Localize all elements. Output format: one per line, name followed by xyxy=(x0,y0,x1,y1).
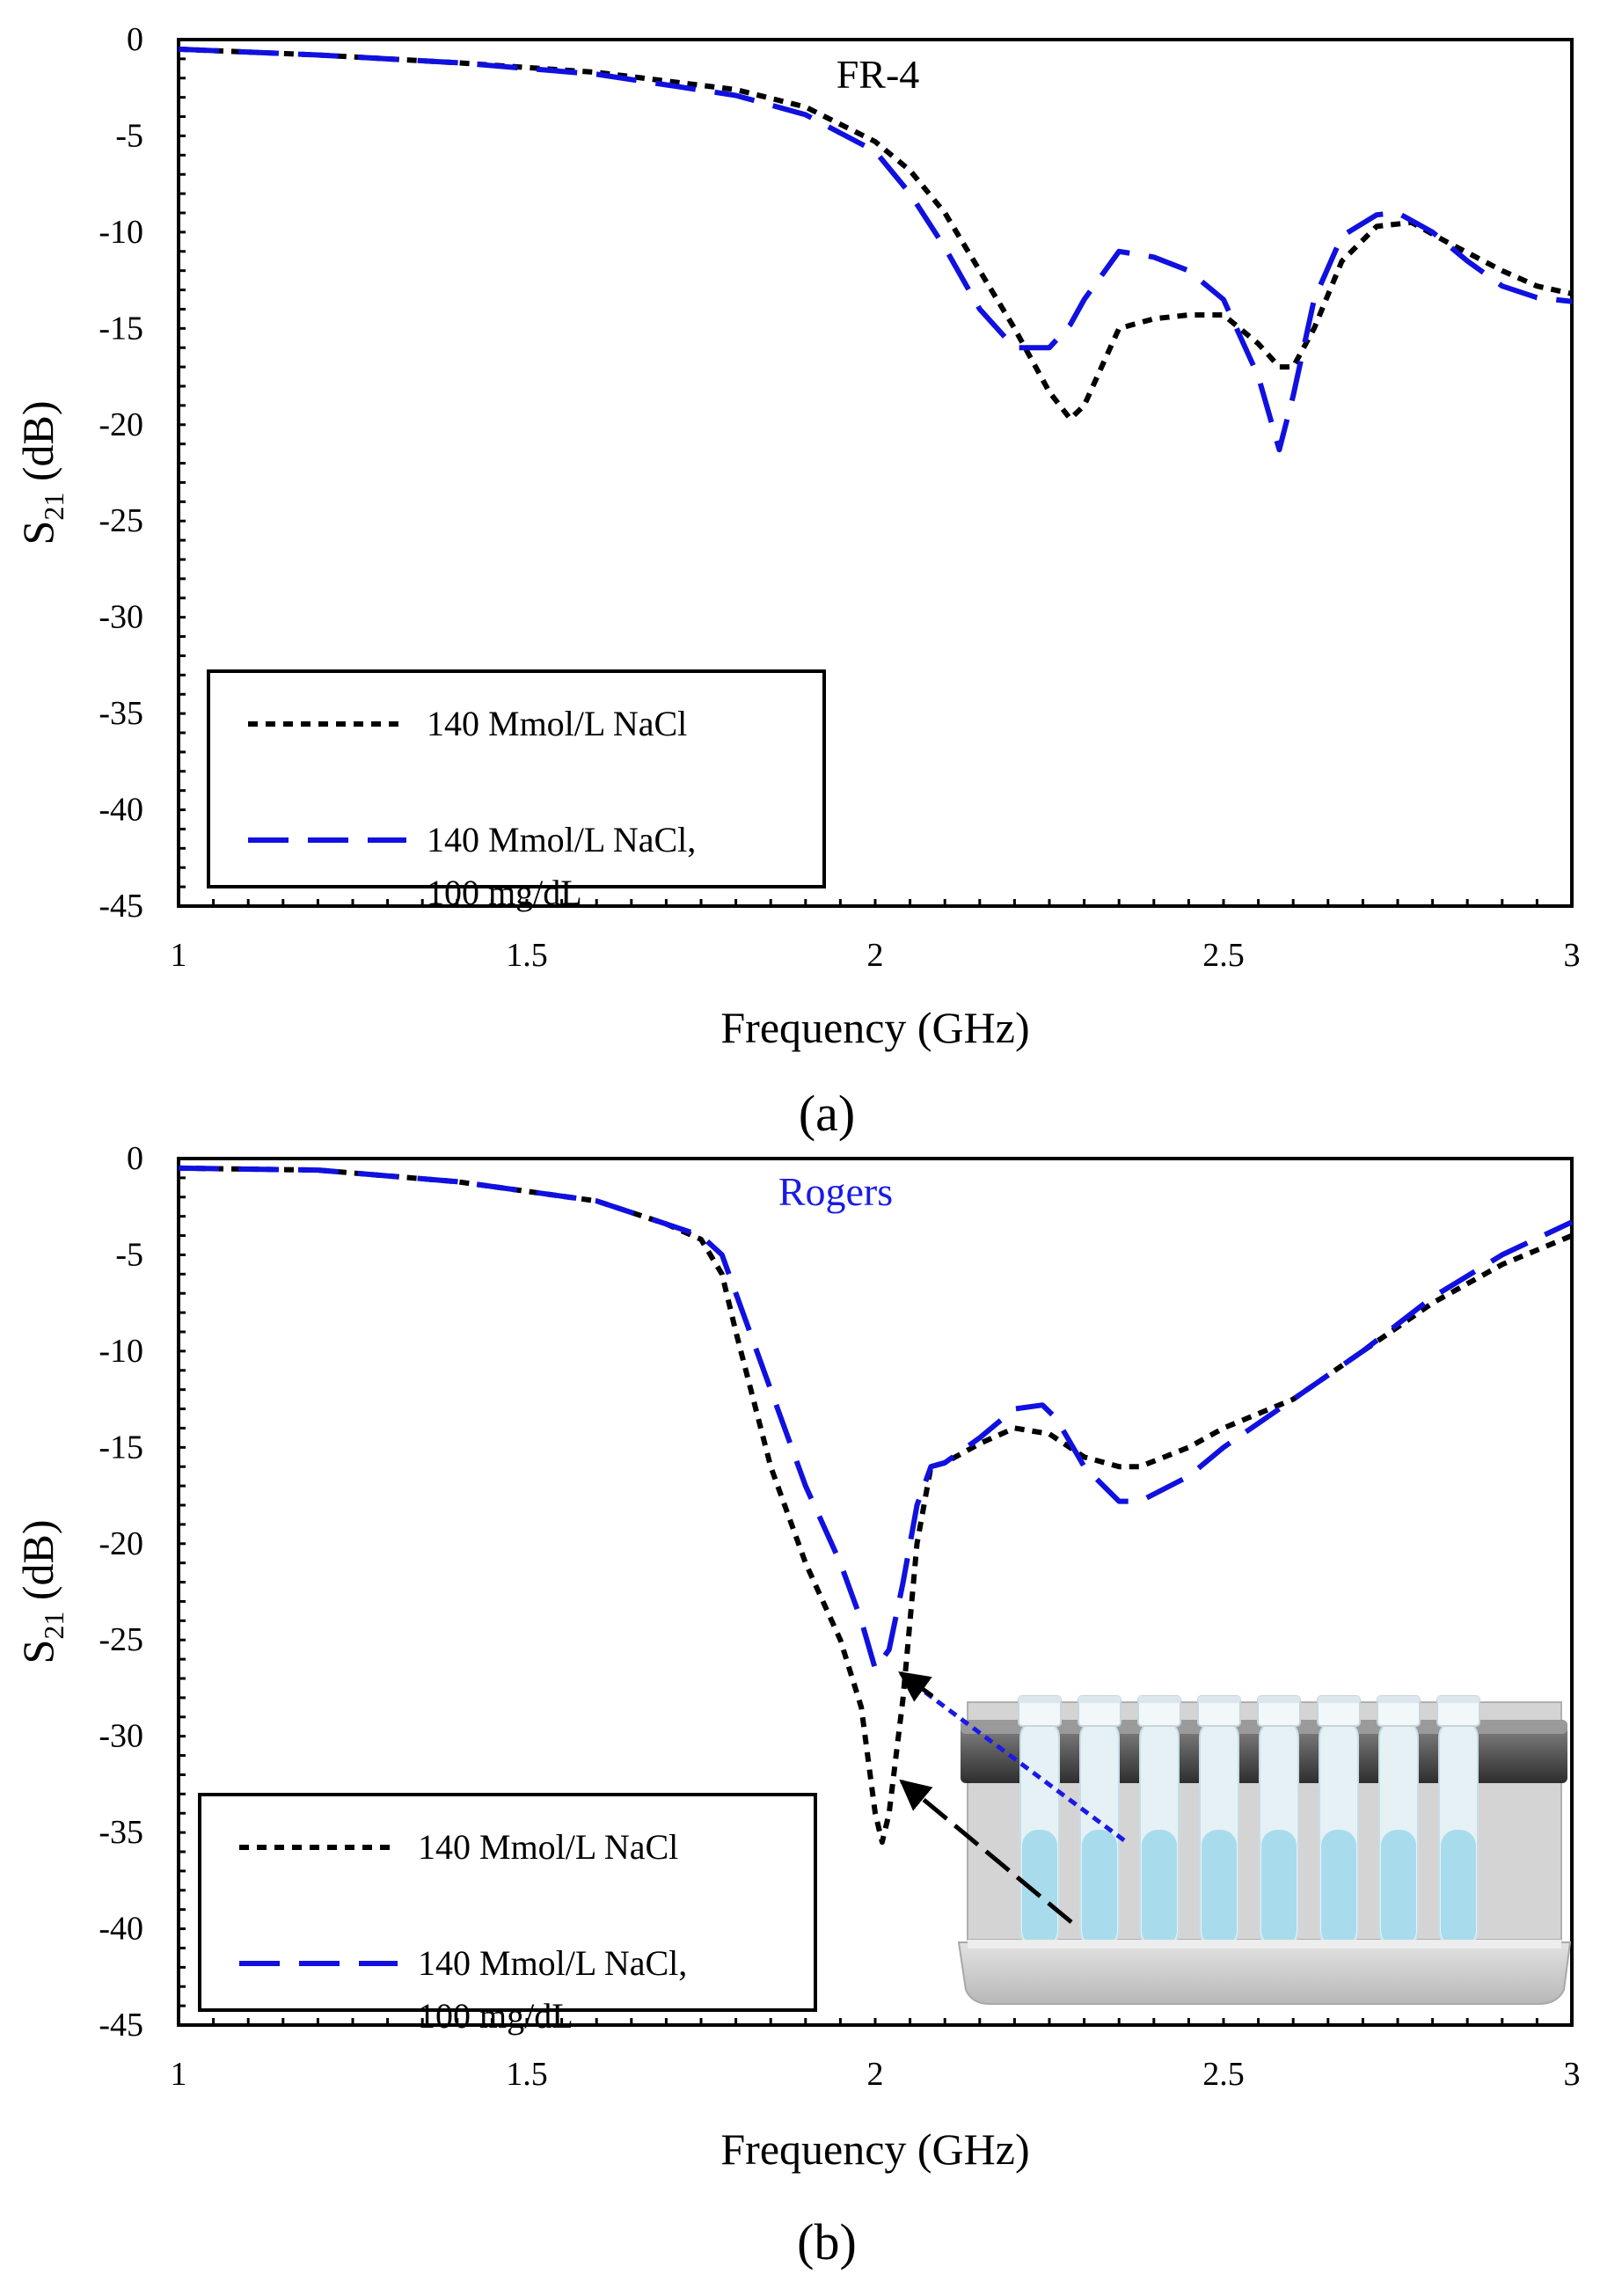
tube-liquid xyxy=(1202,1830,1237,1947)
y-tick-label: -15 xyxy=(99,310,143,347)
tube-liquid xyxy=(1082,1830,1117,1947)
substrate-annotation: FR-4 xyxy=(837,52,920,97)
y-tick-label: -40 xyxy=(99,792,143,829)
y-tick-label: -45 xyxy=(99,888,143,925)
series-line-nacl-glucose xyxy=(178,46,1573,453)
legend-label: 100 mg/dL xyxy=(418,1996,574,2036)
tube-cap-rim xyxy=(1318,1696,1360,1703)
series-line-nacl-glucose xyxy=(178,1165,1574,1672)
tube-liquid xyxy=(1142,1830,1177,1947)
legend-label: 140 Mmol/L NaCl, xyxy=(427,820,696,859)
y-tick-label: -20 xyxy=(99,1525,143,1562)
tube-cap-rim xyxy=(1437,1696,1479,1703)
y-tick-label: -45 xyxy=(99,2007,143,2044)
arrow-to-glucose-minimum-shaft xyxy=(902,1674,1126,1843)
y-axis-label: S21 (dB) xyxy=(13,1520,69,1664)
legend-label: 100 mg/dL xyxy=(427,873,582,912)
tube-liquid xyxy=(1261,1830,1297,1947)
x-tick-label: 2.5 xyxy=(1202,937,1245,974)
x-tick-label: 3 xyxy=(1564,2056,1581,2093)
plot-frame xyxy=(177,38,1574,908)
legend-box xyxy=(198,1793,817,2012)
y-tick-label: -25 xyxy=(99,1621,143,1658)
chart-panel-a: 0 -5 -10 -15 -20 -25 -30 -35 -40 -45 1 1.5 2 2.5 3 Freq… xyxy=(13,21,1581,1142)
tube-liquid xyxy=(1441,1830,1476,1947)
panel-label: (a) xyxy=(799,1085,855,1142)
x-axis-label: Frequency (GHz) xyxy=(720,2124,1029,2174)
y-tick-label: -25 xyxy=(99,502,143,539)
arrow-to-nacl-minimum xyxy=(899,1779,1073,1924)
y-tick-label: -35 xyxy=(99,695,143,732)
test-tube-rack-illustration xyxy=(898,1671,1572,2005)
x-tick-label: 1 xyxy=(171,937,187,974)
y-tick-label: -5 xyxy=(115,1236,143,1273)
arrow-to-glucose-minimum-head xyxy=(898,1671,934,1702)
chart-panel-b: 0 -5 -10 -15 -20 -25 -30 -35 -40 -45 1 1.5 2 2.5 3 Freq… xyxy=(13,1140,1581,2270)
y-tick-label: 0 xyxy=(127,1140,143,1177)
substrate-annotation: Rogers xyxy=(778,1169,893,1214)
rack-base-lip xyxy=(968,1940,1561,1949)
tube-cap-rim xyxy=(1377,1696,1420,1703)
y-axis-label: S21 (dB) xyxy=(13,401,69,545)
plot-frame xyxy=(177,1157,1574,2027)
tube-cap-rim xyxy=(1078,1696,1121,1703)
x-tick-label: 2 xyxy=(867,2056,884,2093)
y-tick-label: -20 xyxy=(99,406,143,443)
panel-label: (b) xyxy=(797,2213,857,2270)
y-tick-label: -30 xyxy=(99,599,143,636)
tube-liquid xyxy=(1022,1830,1057,1947)
tube-cap-rim xyxy=(1019,1696,1061,1703)
x-tick-label: 1 xyxy=(171,2056,187,2093)
x-tick-label: 2 xyxy=(867,937,884,974)
x-tick-label: 2.5 xyxy=(1202,2056,1245,2093)
tube-cap-rim xyxy=(1258,1696,1300,1703)
legend-label: 140 Mmol/L NaCl xyxy=(418,1827,678,1867)
x-axis-label: Frequency (GHz) xyxy=(720,1003,1029,1052)
y-tick-label: -15 xyxy=(99,1429,143,1466)
tube-liquid xyxy=(1321,1830,1356,1947)
y-tick-label: -30 xyxy=(99,1718,143,1755)
y-tick-label: -10 xyxy=(99,1333,143,1370)
series-line-nacl xyxy=(178,1165,1574,1846)
legend-box xyxy=(207,669,826,888)
y-tick-label: -5 xyxy=(115,117,143,154)
y-tick-label: 0 xyxy=(127,21,143,58)
x-tick-label: 3 xyxy=(1564,937,1581,974)
series-line-nacl xyxy=(178,46,1573,422)
legend-label: 140 Mmol/L NaCl xyxy=(427,704,687,743)
tube-liquid xyxy=(1381,1830,1416,1947)
y-tick-label: -35 xyxy=(99,1814,143,1851)
tube-cap-rim xyxy=(1198,1696,1240,1703)
x-tick-label: 1.5 xyxy=(506,2056,548,2093)
y-tick-label: -10 xyxy=(99,214,143,251)
legend-label: 140 Mmol/L NaCl, xyxy=(418,1943,687,1983)
tube-cap-rim xyxy=(1138,1696,1180,1703)
rack-base xyxy=(957,1941,1572,2005)
y-tick-label: -40 xyxy=(99,1911,143,1948)
x-tick-label: 1.5 xyxy=(506,937,548,974)
